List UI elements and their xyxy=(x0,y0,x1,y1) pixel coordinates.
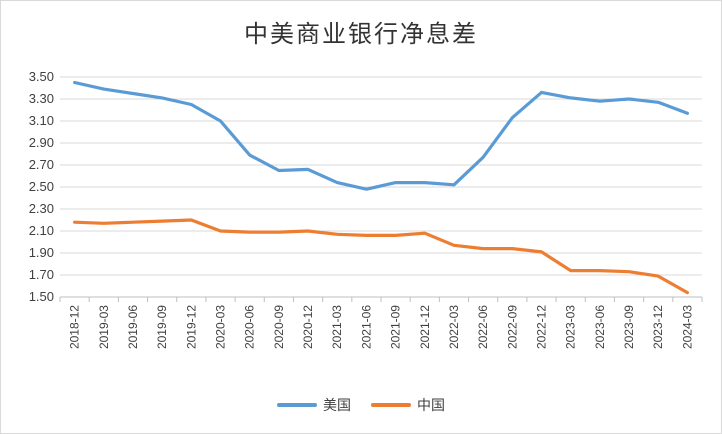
x-tick-label: 2023-12 xyxy=(651,305,665,349)
legend-item-china: 中国 xyxy=(371,395,445,415)
x-tick-label: 2019-06 xyxy=(126,305,140,349)
x-tick-label: 2023-03 xyxy=(564,305,578,349)
series-lines xyxy=(72,80,690,295)
y-tick-label: 2.70 xyxy=(29,157,54,172)
x-tick-label: 2020-03 xyxy=(214,305,228,349)
legend-label-us: 美国 xyxy=(323,398,351,414)
y-tick-label: 1.50 xyxy=(29,289,54,304)
x-tick-label: 2021-09 xyxy=(389,305,403,349)
x-tick-label: 2022-06 xyxy=(476,305,490,349)
x-tick-label: 2022-12 xyxy=(535,305,549,349)
x-tick-label: 2023-06 xyxy=(593,305,607,349)
x-tick-label: 2021-06 xyxy=(359,305,373,349)
x-tick-label: 2018-12 xyxy=(68,305,82,349)
y-tick-label: 3.50 xyxy=(29,69,54,84)
series-line-us xyxy=(72,80,690,191)
y-tick-label: 1.90 xyxy=(29,245,54,260)
chart-title: 中美商业银行净息差 xyxy=(244,20,478,48)
y-tick-label: 1.70 xyxy=(29,267,54,282)
x-tick-label: 2019-12 xyxy=(184,305,198,349)
legend-swatch-us xyxy=(277,403,317,407)
y-tick-label: 2.10 xyxy=(29,223,54,238)
x-tick-label: 2020-06 xyxy=(243,305,257,349)
x-tick-label: 2023-09 xyxy=(622,305,636,349)
x-tick-label: 2021-03 xyxy=(330,305,344,349)
legend-item-us: 美国 xyxy=(277,395,351,415)
y-tick-label: 3.10 xyxy=(29,113,54,128)
y-axis-ticks: 3.50 3.30 3.10 2.90 2.70 2.50 2.30 2.10 1.90 1.70… xyxy=(29,69,54,304)
x-tick-label: 2024-03 xyxy=(680,305,694,349)
legend-label-china: 中国 xyxy=(417,398,445,414)
x-tick-label: 2022-03 xyxy=(447,305,461,349)
y-tick-label: 3.30 xyxy=(29,91,54,106)
x-tick-label: 2019-09 xyxy=(155,305,169,349)
x-tick-label: 2020-09 xyxy=(272,305,286,349)
x-axis: 2018-12 2019-03 2019-06 2019-09 2019-12 2020-… xyxy=(59,296,703,349)
x-tick-label: 2022-09 xyxy=(505,305,519,349)
y-tick-label: 2.50 xyxy=(29,179,54,194)
x-tick-label: 2020-12 xyxy=(301,305,315,349)
legend-swatch-china xyxy=(371,403,411,407)
legend: 美国 中国 xyxy=(0,395,722,415)
series-line-china xyxy=(72,218,690,295)
y-tick-label: 2.30 xyxy=(29,201,54,216)
x-tick-label: 2019-03 xyxy=(97,305,111,349)
x-tick-label: 2021-12 xyxy=(418,305,432,349)
y-tick-label: 2.90 xyxy=(29,135,54,150)
